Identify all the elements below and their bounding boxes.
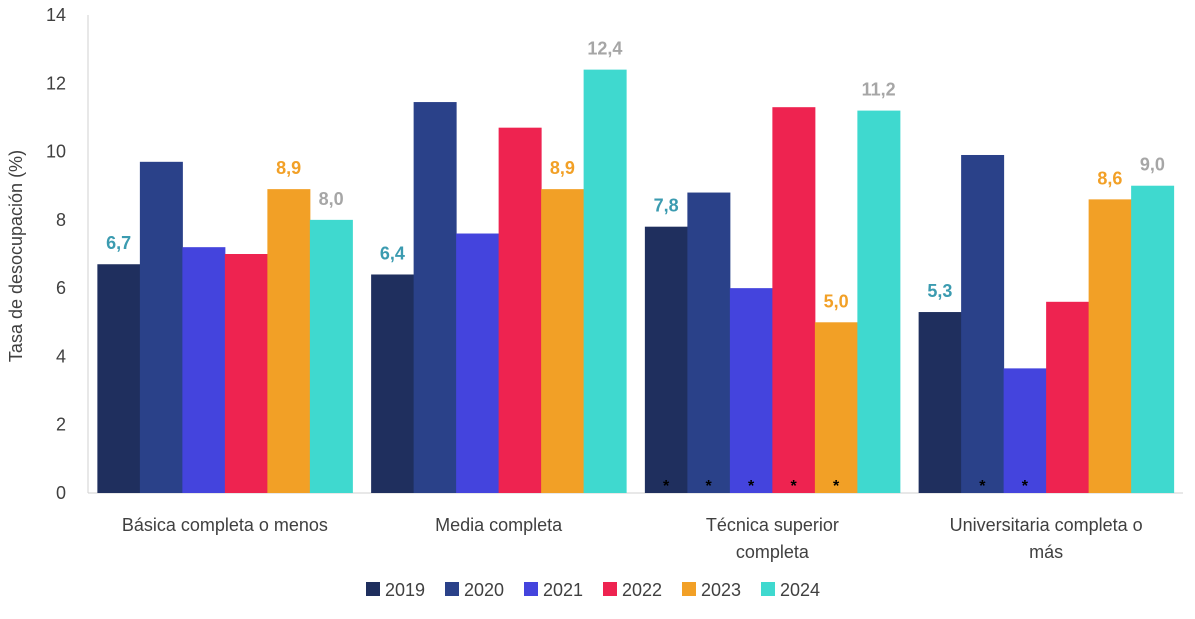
significance-marker: *: [1022, 478, 1029, 495]
significance-marker: *: [833, 478, 840, 495]
category-label: Básica completa o menos: [122, 515, 328, 535]
y-tick-labels: 0 2 4 6 8 10 12 14: [46, 5, 66, 503]
bars-group: [97, 69, 1175, 494]
legend-item-2022: 2022: [603, 580, 662, 600]
bar-2022: [772, 107, 816, 493]
bar-2019: [371, 274, 415, 493]
significance-marker: *: [706, 478, 713, 495]
significance-marker: *: [663, 478, 670, 495]
legend-item-2021: 2021: [524, 580, 583, 600]
y-axis-label: Tasa de desocupación (%): [6, 150, 26, 362]
bar-2024: [857, 110, 901, 493]
legend-label: 2019: [385, 580, 425, 600]
legend-swatch: [366, 582, 380, 596]
bar-2024: [583, 69, 627, 493]
bar-2022: [1046, 301, 1090, 493]
bar-2023: [267, 189, 311, 493]
data-label-2024: 8,0: [319, 189, 344, 209]
bar-2023: [814, 322, 858, 493]
bar-2019: [97, 264, 141, 493]
y-tick-label: 6: [56, 278, 66, 298]
bar-2023: [541, 189, 585, 493]
bar-2020: [413, 102, 457, 494]
category-label: completa: [736, 542, 810, 562]
bar-2020: [139, 161, 183, 494]
data-label-2023: 8,9: [276, 158, 301, 178]
y-tick-label: 0: [56, 483, 66, 503]
y-tick-label: 10: [46, 142, 66, 162]
bar-2020: [961, 154, 1005, 493]
category-label: Universitaria completa o: [950, 515, 1143, 535]
legend-swatch: [445, 582, 459, 596]
data-label-2023: 8,9: [550, 158, 575, 178]
significance-marker: *: [791, 478, 798, 495]
y-tick-label: 4: [56, 346, 66, 366]
legend: 2019 2020 2021 2022 2023 2024: [366, 580, 820, 600]
category-label: Media completa: [435, 515, 563, 535]
data-label-2024: 9,0: [1140, 155, 1165, 175]
data-label-2019: 5,3: [927, 281, 952, 301]
bar-2022: [224, 254, 268, 493]
data-label-2024: 12,4: [587, 39, 622, 59]
legend-swatch: [761, 582, 775, 596]
bar-2022: [498, 127, 542, 494]
legend-swatch: [682, 582, 696, 596]
bar-2019: [644, 226, 688, 493]
bar-2021: [1003, 368, 1047, 493]
legend-label: 2020: [464, 580, 504, 600]
bar-2021: [456, 233, 500, 493]
data-label-2019: 7,8: [654, 196, 679, 216]
category-label: Técnica superior: [706, 515, 839, 535]
legend-item-2019: 2019: [366, 580, 425, 600]
bar-2023: [1088, 199, 1132, 493]
legend-swatch: [524, 582, 538, 596]
data-labels-group: 6,7 8,9 8,0 6,4 8,9 12,4 7,8 * * * * 5,0 * 11,2 5,3 * * 8…: [106, 39, 1165, 495]
bar-2020: [687, 192, 731, 494]
y-tick-label: 14: [46, 5, 66, 25]
data-label-2023: 5,0: [824, 291, 849, 311]
data-label-2023: 8,6: [1097, 168, 1122, 188]
legend-item-2023: 2023: [682, 580, 741, 600]
data-label-2019: 6,4: [380, 243, 405, 263]
significance-marker: *: [979, 478, 986, 495]
y-tick-label: 12: [46, 73, 66, 93]
significance-marker: *: [748, 478, 755, 495]
legend-label: 2023: [701, 580, 741, 600]
legend-label: 2021: [543, 580, 583, 600]
legend-label: 2024: [780, 580, 820, 600]
legend-swatch: [603, 582, 617, 596]
data-label-2024: 11,2: [862, 80, 896, 100]
bar-2024: [1131, 185, 1175, 493]
legend-item-2020: 2020: [445, 580, 504, 600]
bar-2024: [309, 219, 353, 493]
y-tick-label: 8: [56, 210, 66, 230]
category-label: más: [1029, 542, 1063, 562]
bar-2021: [182, 247, 226, 493]
legend-label: 2022: [622, 580, 662, 600]
bar-2019: [918, 312, 962, 493]
data-label-2019: 6,7: [106, 233, 131, 253]
category-labels-group: Básica completa o menos Media completa Téc…: [122, 515, 1143, 562]
y-tick-label: 2: [56, 415, 66, 435]
bar-2021: [729, 288, 773, 493]
legend-item-2024: 2024: [761, 580, 820, 600]
